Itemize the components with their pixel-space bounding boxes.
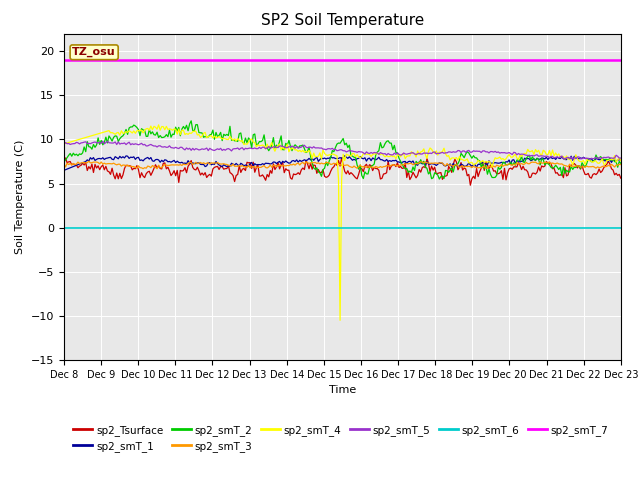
Line: sp2_smT_4: sp2_smT_4 — [64, 125, 621, 320]
sp2_smT_4 — [305, 147, 313, 153]
sp2_Tsurface — [129, 167, 136, 173]
sp2_smT_7 — [617, 57, 625, 63]
sp2_Tsurface — [338, 155, 346, 160]
sp2_smT_4 — [336, 317, 344, 323]
sp2_smT_5 — [589, 156, 596, 162]
sp2_smT_4 — [228, 136, 236, 142]
sp2_Tsurface — [244, 160, 252, 166]
sp2_smT_2 — [589, 158, 596, 164]
sp2_smT_2 — [246, 137, 254, 143]
sp2_smT_7 — [129, 57, 136, 63]
sp2_smT_6 — [60, 225, 68, 231]
sp2_smT_1 — [244, 163, 252, 169]
sp2_smT_5 — [586, 157, 594, 163]
sp2_smT_3 — [153, 166, 161, 171]
sp2_smT_4 — [155, 122, 163, 128]
sp2_smT_3 — [257, 165, 265, 170]
sp2_smT_3 — [85, 158, 93, 164]
sp2_Tsurface — [254, 162, 262, 168]
sp2_smT_1 — [129, 155, 136, 160]
sp2_smT_6 — [129, 225, 136, 231]
sp2_smT_3 — [229, 161, 237, 167]
sp2_smT_7 — [254, 57, 262, 63]
sp2_smT_2 — [255, 139, 263, 144]
sp2_smT_5 — [228, 148, 236, 154]
sp2_smT_5 — [99, 138, 107, 144]
sp2_smT_4 — [589, 159, 596, 165]
Line: sp2_Tsurface: sp2_Tsurface — [64, 157, 621, 185]
sp2_smT_7 — [244, 57, 252, 63]
Line: sp2_smT_2: sp2_smT_2 — [64, 121, 621, 179]
sp2_smT_2 — [188, 118, 195, 124]
sp2_smT_2 — [129, 124, 136, 130]
sp2_smT_3 — [248, 164, 255, 170]
sp2_smT_5 — [60, 141, 68, 147]
sp2_smT_3 — [307, 160, 314, 166]
sp2_smT_4 — [246, 137, 254, 143]
sp2_Tsurface — [617, 175, 625, 181]
sp2_smT_3 — [130, 164, 138, 169]
sp2_smT_1 — [617, 157, 625, 163]
sp2_Tsurface — [226, 170, 234, 176]
sp2_Tsurface — [589, 172, 596, 178]
sp2_smT_2 — [60, 159, 68, 165]
sp2_smT_6 — [617, 225, 625, 231]
Line: sp2_smT_1: sp2_smT_1 — [64, 156, 621, 170]
sp2_smT_6 — [303, 225, 311, 231]
sp2_smT_6 — [244, 225, 252, 231]
sp2_smT_4 — [129, 130, 136, 136]
sp2_Tsurface — [303, 161, 311, 167]
sp2_smT_5 — [255, 144, 263, 150]
sp2_smT_1 — [60, 168, 68, 173]
sp2_smT_4 — [60, 141, 68, 147]
sp2_Tsurface — [467, 182, 474, 188]
sp2_smT_7 — [60, 57, 68, 63]
Title: SP2 Soil Temperature: SP2 Soil Temperature — [260, 13, 424, 28]
Line: sp2_smT_3: sp2_smT_3 — [64, 161, 621, 168]
Legend: sp2_Tsurface, sp2_smT_1, sp2_smT_2, sp2_smT_3, sp2_smT_4, sp2_smT_5, sp2_smT_6, : sp2_Tsurface, sp2_smT_1, sp2_smT_2, sp2_… — [69, 420, 612, 456]
sp2_smT_3 — [589, 164, 596, 169]
sp2_smT_1 — [254, 162, 262, 168]
sp2_smT_3 — [617, 162, 625, 168]
sp2_smT_6 — [586, 225, 594, 231]
Line: sp2_smT_5: sp2_smT_5 — [64, 141, 621, 160]
sp2_smT_6 — [254, 225, 262, 231]
sp2_smT_7 — [226, 57, 234, 63]
sp2_smT_1 — [226, 163, 234, 169]
sp2_smT_2 — [435, 176, 443, 182]
sp2_smT_5 — [130, 142, 138, 147]
sp2_smT_7 — [303, 57, 311, 63]
sp2_smT_5 — [305, 144, 313, 150]
sp2_smT_5 — [246, 145, 254, 151]
sp2_smT_7 — [586, 57, 594, 63]
sp2_smT_6 — [226, 225, 234, 231]
sp2_smT_1 — [341, 153, 349, 159]
sp2_smT_3 — [60, 161, 68, 167]
sp2_smT_4 — [617, 158, 625, 164]
sp2_smT_2 — [228, 137, 236, 143]
Text: TZ_osu: TZ_osu — [72, 47, 116, 58]
sp2_smT_4 — [255, 143, 263, 148]
sp2_smT_1 — [303, 157, 311, 163]
sp2_smT_2 — [305, 144, 313, 150]
Y-axis label: Soil Temperature (C): Soil Temperature (C) — [15, 140, 26, 254]
sp2_smT_5 — [617, 155, 625, 161]
X-axis label: Time: Time — [329, 385, 356, 395]
sp2_Tsurface — [60, 157, 68, 163]
sp2_smT_2 — [617, 160, 625, 166]
sp2_smT_1 — [588, 156, 595, 161]
